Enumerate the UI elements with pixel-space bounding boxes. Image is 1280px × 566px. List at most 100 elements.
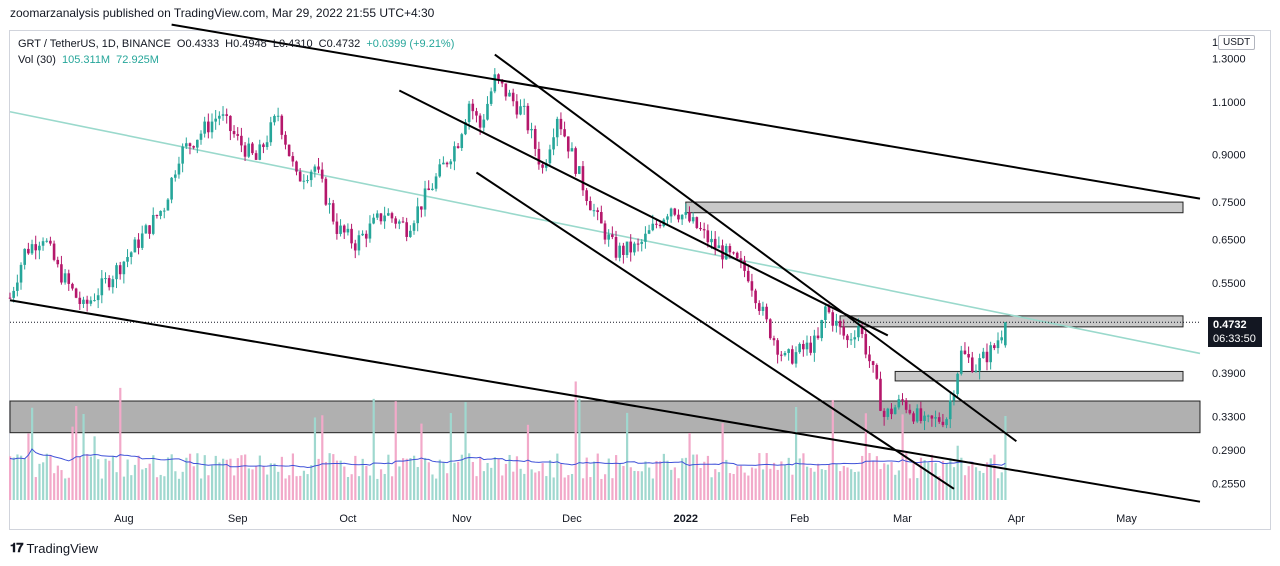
volume-bar xyxy=(387,454,390,500)
trendline-2[interactable] xyxy=(494,53,1017,443)
volume-bar xyxy=(141,469,144,500)
candle-body xyxy=(989,345,992,363)
candle-body xyxy=(596,210,599,213)
candle-body xyxy=(908,409,912,414)
candle-body xyxy=(647,230,651,234)
candle-body xyxy=(706,230,710,243)
candle-body xyxy=(291,156,295,162)
candle-body xyxy=(791,349,794,364)
candle-body xyxy=(240,135,243,146)
candle-body xyxy=(122,261,126,275)
volume-bar xyxy=(945,463,948,500)
price-tick-label: 0.3900 xyxy=(1212,368,1246,380)
volume-bar xyxy=(409,458,412,500)
volume-bar xyxy=(534,472,537,500)
candle-body xyxy=(273,115,276,123)
volume-bar xyxy=(89,456,93,500)
volume-bar xyxy=(490,467,493,500)
volume-bar xyxy=(310,465,313,500)
tradingview-brand[interactable]: 𝟏𝟕 TradingView xyxy=(10,540,98,556)
candle-body xyxy=(302,180,306,182)
candle-body xyxy=(129,252,133,257)
candle-body xyxy=(390,213,394,219)
candle-body xyxy=(901,399,904,401)
volume-bar xyxy=(570,473,574,500)
volume-bar xyxy=(850,469,853,500)
volume-bar xyxy=(12,457,15,500)
candle-body xyxy=(519,106,522,115)
zone-1[interactable] xyxy=(685,201,1184,214)
volume-bar xyxy=(188,453,192,500)
candle-body xyxy=(199,133,203,140)
candle-body xyxy=(794,352,798,364)
candle-body xyxy=(434,176,438,189)
legend-symbol[interactable]: GRT / TetherUS, 1D, BINANCE xyxy=(18,38,171,50)
zone-0[interactable] xyxy=(9,400,1201,434)
trendline-4[interactable] xyxy=(398,89,889,337)
candle-body xyxy=(442,162,445,165)
volume-bar xyxy=(548,460,552,500)
volume-bar xyxy=(633,470,636,500)
candle-body xyxy=(820,319,823,339)
supply-demand-zones xyxy=(9,201,1201,434)
volume-bar xyxy=(357,476,361,500)
candle-body xyxy=(405,222,408,237)
volume-bar xyxy=(982,472,985,500)
candle-body xyxy=(735,252,739,259)
candle-body xyxy=(342,225,346,233)
candle-body xyxy=(548,149,552,164)
legend-vol-label[interactable]: Vol (30) xyxy=(18,54,56,66)
candle-body xyxy=(978,358,981,371)
trendline-3[interactable] xyxy=(475,171,955,490)
zone-3[interactable] xyxy=(894,370,1184,382)
volume-bar xyxy=(166,457,170,500)
price-tick-label: 0.7500 xyxy=(1212,197,1246,209)
candle-body xyxy=(555,118,559,138)
trendline-1[interactable] xyxy=(171,23,1201,200)
volume-bar xyxy=(908,478,912,500)
candle-body xyxy=(45,240,49,242)
candle-body xyxy=(409,230,412,237)
candle-body xyxy=(34,244,38,251)
candle-body xyxy=(192,146,195,148)
zone-2[interactable] xyxy=(839,315,1184,328)
legend-vol-value: 105.311M xyxy=(61,54,111,66)
volume-bar xyxy=(806,466,809,500)
currency-button[interactable]: USDT xyxy=(1218,35,1256,50)
brand-name: TradingView xyxy=(26,540,99,556)
candle-body xyxy=(23,248,26,265)
candle-body xyxy=(948,400,952,420)
volume-bar xyxy=(413,455,416,500)
candle-body xyxy=(247,143,251,157)
volume-bar xyxy=(306,474,309,500)
volume-bar xyxy=(541,463,544,500)
volume-bar xyxy=(655,460,658,500)
trendline-0[interactable] xyxy=(9,299,1201,503)
volume-bar xyxy=(758,453,761,500)
volume-bar xyxy=(747,475,750,500)
candle-body xyxy=(214,118,217,122)
volume-bar xyxy=(218,462,221,500)
volume-bar xyxy=(42,462,45,500)
volume-bar xyxy=(828,464,831,500)
candle-body xyxy=(412,223,416,231)
legend-close: C0.4732 xyxy=(318,38,361,50)
volume-bar xyxy=(31,407,34,500)
candle-body xyxy=(893,407,897,415)
candle-body xyxy=(456,146,460,148)
volume-bar xyxy=(596,453,599,500)
candle-body xyxy=(467,103,471,123)
volume-bar xyxy=(688,432,691,500)
volume-bar xyxy=(585,457,588,500)
volume-bar xyxy=(71,426,74,500)
volume-bar xyxy=(794,406,798,500)
volume-bar xyxy=(956,445,959,500)
chart-frame[interactable] xyxy=(9,30,1271,530)
volume-bar xyxy=(879,469,882,500)
volume-bar xyxy=(930,454,934,500)
volume-bar xyxy=(985,462,989,500)
volume-bar xyxy=(27,433,30,500)
candle-body xyxy=(713,238,717,249)
candle-body xyxy=(533,129,537,149)
